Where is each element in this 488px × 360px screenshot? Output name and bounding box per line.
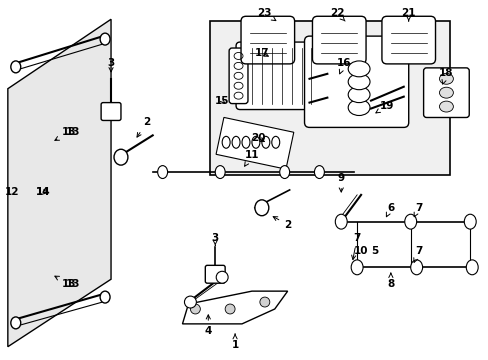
FancyBboxPatch shape	[381, 16, 435, 64]
Text: 21: 21	[401, 8, 415, 21]
FancyBboxPatch shape	[229, 48, 247, 104]
Ellipse shape	[350, 260, 362, 275]
Ellipse shape	[466, 260, 477, 275]
Polygon shape	[216, 117, 293, 169]
Text: 2: 2	[137, 117, 150, 137]
FancyBboxPatch shape	[312, 16, 366, 64]
Text: 4: 4	[204, 315, 211, 336]
Text: 14: 14	[36, 187, 51, 197]
Ellipse shape	[279, 166, 289, 179]
Ellipse shape	[347, 87, 369, 103]
Ellipse shape	[215, 166, 224, 179]
Ellipse shape	[439, 101, 452, 112]
Ellipse shape	[463, 214, 475, 229]
Ellipse shape	[242, 136, 249, 148]
Ellipse shape	[224, 304, 235, 314]
Text: 9: 9	[337, 173, 344, 192]
Text: 19: 19	[375, 100, 393, 113]
Ellipse shape	[100, 291, 110, 303]
Text: 13: 13	[55, 276, 77, 289]
Text: 7: 7	[351, 233, 360, 260]
Text: 22: 22	[329, 8, 345, 21]
Text: 6: 6	[386, 203, 394, 217]
FancyBboxPatch shape	[205, 265, 224, 283]
Ellipse shape	[314, 166, 324, 179]
Ellipse shape	[190, 304, 200, 314]
Text: 15: 15	[215, 96, 229, 105]
Ellipse shape	[410, 260, 422, 275]
FancyBboxPatch shape	[241, 16, 294, 64]
Ellipse shape	[11, 317, 20, 329]
Ellipse shape	[251, 136, 259, 148]
Text: 1: 1	[231, 334, 238, 350]
Ellipse shape	[232, 136, 240, 148]
Ellipse shape	[271, 136, 279, 148]
Text: 13: 13	[66, 279, 81, 289]
Text: 13: 13	[66, 127, 81, 138]
Text: 7: 7	[413, 203, 422, 217]
Polygon shape	[182, 291, 287, 324]
Text: 12: 12	[4, 187, 19, 197]
Text: 20: 20	[250, 133, 264, 143]
Ellipse shape	[259, 297, 269, 307]
Text: 2: 2	[273, 217, 291, 230]
Ellipse shape	[404, 214, 416, 229]
Text: 3: 3	[211, 233, 219, 245]
Ellipse shape	[114, 149, 128, 165]
Ellipse shape	[11, 61, 20, 73]
Text: 18: 18	[438, 68, 453, 84]
Text: 3: 3	[107, 58, 114, 72]
Text: 16: 16	[336, 58, 351, 74]
Ellipse shape	[439, 87, 452, 98]
Text: 23: 23	[257, 8, 275, 21]
Ellipse shape	[216, 271, 228, 283]
Ellipse shape	[262, 136, 269, 148]
Text: 5: 5	[370, 247, 378, 256]
Bar	[210, 21, 449, 175]
Text: 10: 10	[353, 247, 367, 256]
FancyBboxPatch shape	[101, 103, 121, 121]
Text: 7: 7	[413, 247, 422, 262]
Text: 11: 11	[244, 150, 259, 166]
FancyBboxPatch shape	[236, 42, 331, 109]
Polygon shape	[8, 19, 111, 347]
Text: 8: 8	[386, 273, 394, 289]
Ellipse shape	[439, 73, 452, 84]
Text: 17: 17	[254, 48, 268, 58]
FancyBboxPatch shape	[304, 36, 408, 127]
Ellipse shape	[347, 61, 369, 77]
Ellipse shape	[157, 166, 167, 179]
Ellipse shape	[222, 136, 230, 148]
Text: 14: 14	[36, 187, 51, 197]
Ellipse shape	[347, 74, 369, 90]
Ellipse shape	[335, 214, 346, 229]
FancyBboxPatch shape	[423, 68, 468, 117]
Ellipse shape	[184, 296, 196, 308]
Ellipse shape	[347, 100, 369, 116]
Text: 13: 13	[55, 127, 77, 140]
Ellipse shape	[254, 200, 268, 216]
Ellipse shape	[100, 33, 110, 45]
